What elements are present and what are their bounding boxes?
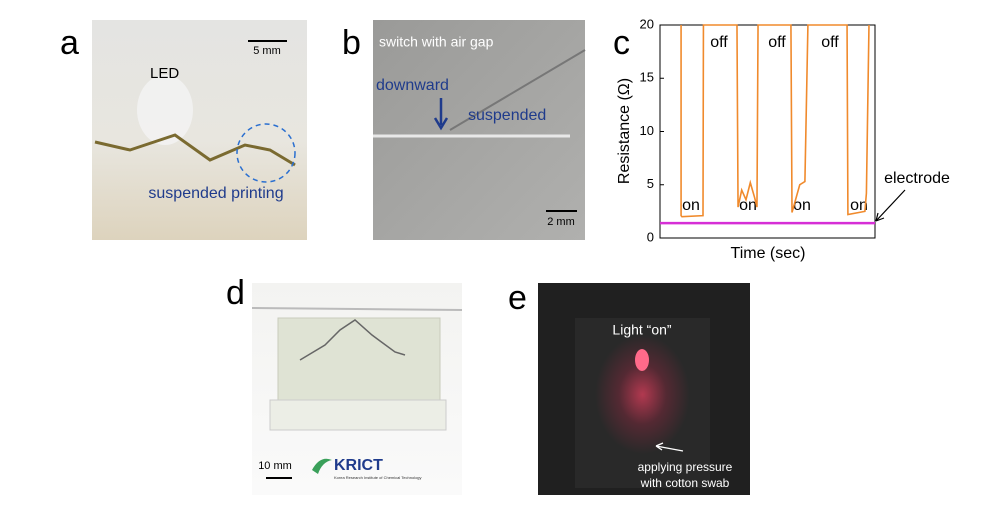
annotation: off bbox=[821, 34, 839, 51]
photo bbox=[92, 20, 307, 240]
panel-letter: e bbox=[508, 279, 527, 317]
arrow bbox=[875, 189, 906, 222]
annotation: on bbox=[682, 197, 700, 214]
printed-wire bbox=[94, 133, 296, 167]
label: switch with air gap bbox=[379, 34, 494, 50]
device-base bbox=[269, 399, 447, 431]
logo: KRICT bbox=[334, 457, 383, 474]
caption: suspended printing bbox=[148, 185, 283, 202]
panel-b: b switch with air gap downward suspended… bbox=[342, 20, 586, 240]
annotation: on bbox=[793, 197, 811, 214]
wire bbox=[251, 307, 463, 311]
annotation: on bbox=[739, 197, 757, 214]
label: with cotton swab bbox=[640, 476, 730, 490]
label: Light “on” bbox=[612, 322, 671, 338]
x-axis-label: Time (sec) bbox=[731, 245, 806, 262]
panel-d: d 10 mm KRICT Korea Research Institute o… bbox=[226, 274, 463, 495]
arrow bbox=[433, 98, 449, 131]
annotation: electrode bbox=[884, 170, 950, 187]
label: LED bbox=[150, 65, 179, 82]
y-tick-label: 20 bbox=[640, 16, 654, 31]
y-tick-label: 0 bbox=[647, 229, 654, 244]
printed-wire bbox=[299, 319, 406, 361]
annotation: on bbox=[850, 197, 868, 214]
photo bbox=[373, 20, 585, 240]
arrow bbox=[655, 442, 684, 452]
panel-a: a LED 5 mm suspended printing bbox=[60, 20, 307, 240]
y-tick-label: 5 bbox=[647, 176, 654, 191]
panel-letter: a bbox=[60, 24, 79, 62]
y-tick-label: 10 bbox=[640, 123, 654, 138]
panel-letter: b bbox=[342, 24, 361, 62]
scale-label: 5 mm bbox=[253, 45, 281, 57]
wire bbox=[449, 49, 586, 131]
label: downward bbox=[376, 77, 449, 94]
scale-label: 2 mm bbox=[547, 216, 575, 228]
annotation: off bbox=[710, 34, 728, 51]
panel-e: e Light “on” applying pressure with cott… bbox=[508, 279, 750, 495]
label: applying pressure bbox=[638, 460, 733, 474]
annotation: off bbox=[768, 34, 786, 51]
highlight-circle bbox=[236, 123, 296, 183]
scale-label: 10 mm bbox=[258, 460, 292, 472]
label: suspended bbox=[468, 107, 546, 124]
led-shape bbox=[137, 75, 193, 145]
logo-mark bbox=[312, 458, 332, 474]
panel-letter: c bbox=[613, 24, 630, 62]
device-glow bbox=[575, 318, 710, 488]
y-tick-label: 15 bbox=[640, 70, 654, 85]
y-axis-label: Resistance (Ω) bbox=[616, 78, 633, 184]
panel-letter: d bbox=[226, 274, 245, 312]
led bbox=[635, 349, 649, 371]
series-line bbox=[680, 24, 870, 218]
logo-sub: Korea Research Institute of Chemical Tec… bbox=[334, 475, 422, 480]
panel-c: c Resistance (Ω) Time (sec) off off off … bbox=[613, 16, 950, 262]
